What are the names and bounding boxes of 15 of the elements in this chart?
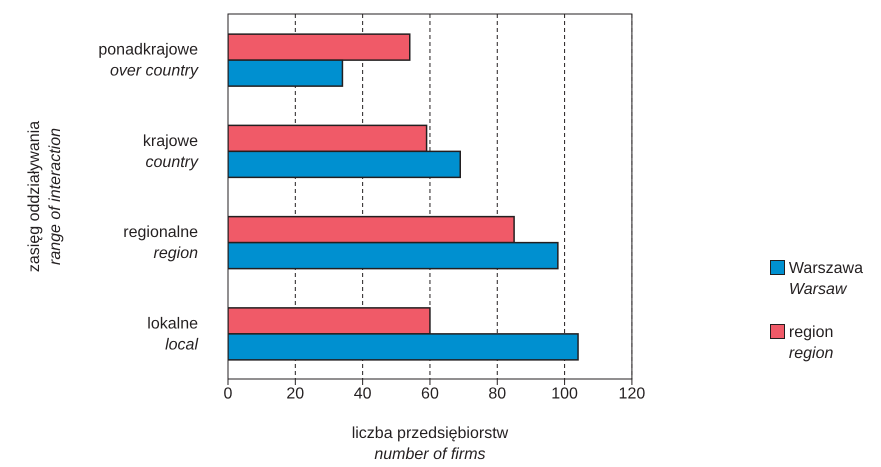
y-tick-label: ponadkrajowe over country [98, 42, 199, 80]
x-axis-title: liczba przedsiębiorstw number of firms [352, 425, 509, 463]
x-tick-label: 100 [551, 385, 578, 402]
x-tick-label: 80 [488, 385, 506, 402]
legend-label: region region [788, 323, 834, 364]
x-tick-label: 20 [286, 385, 304, 402]
x-tick-label: 0 [224, 385, 233, 402]
x-tick-label: 60 [421, 385, 439, 402]
x-tick-label: 40 [354, 385, 372, 402]
y-tick-label: regionalne region [123, 224, 198, 262]
legend-label: Warszawa Warsaw [788, 259, 863, 300]
y-tick-label: krajowe country [142, 132, 199, 171]
y-tick-label: lokalne local [147, 315, 198, 354]
x-tick-label: 120 [618, 385, 646, 402]
y-axis-title: zasięg oddziaływania range of interaction [26, 120, 64, 272]
